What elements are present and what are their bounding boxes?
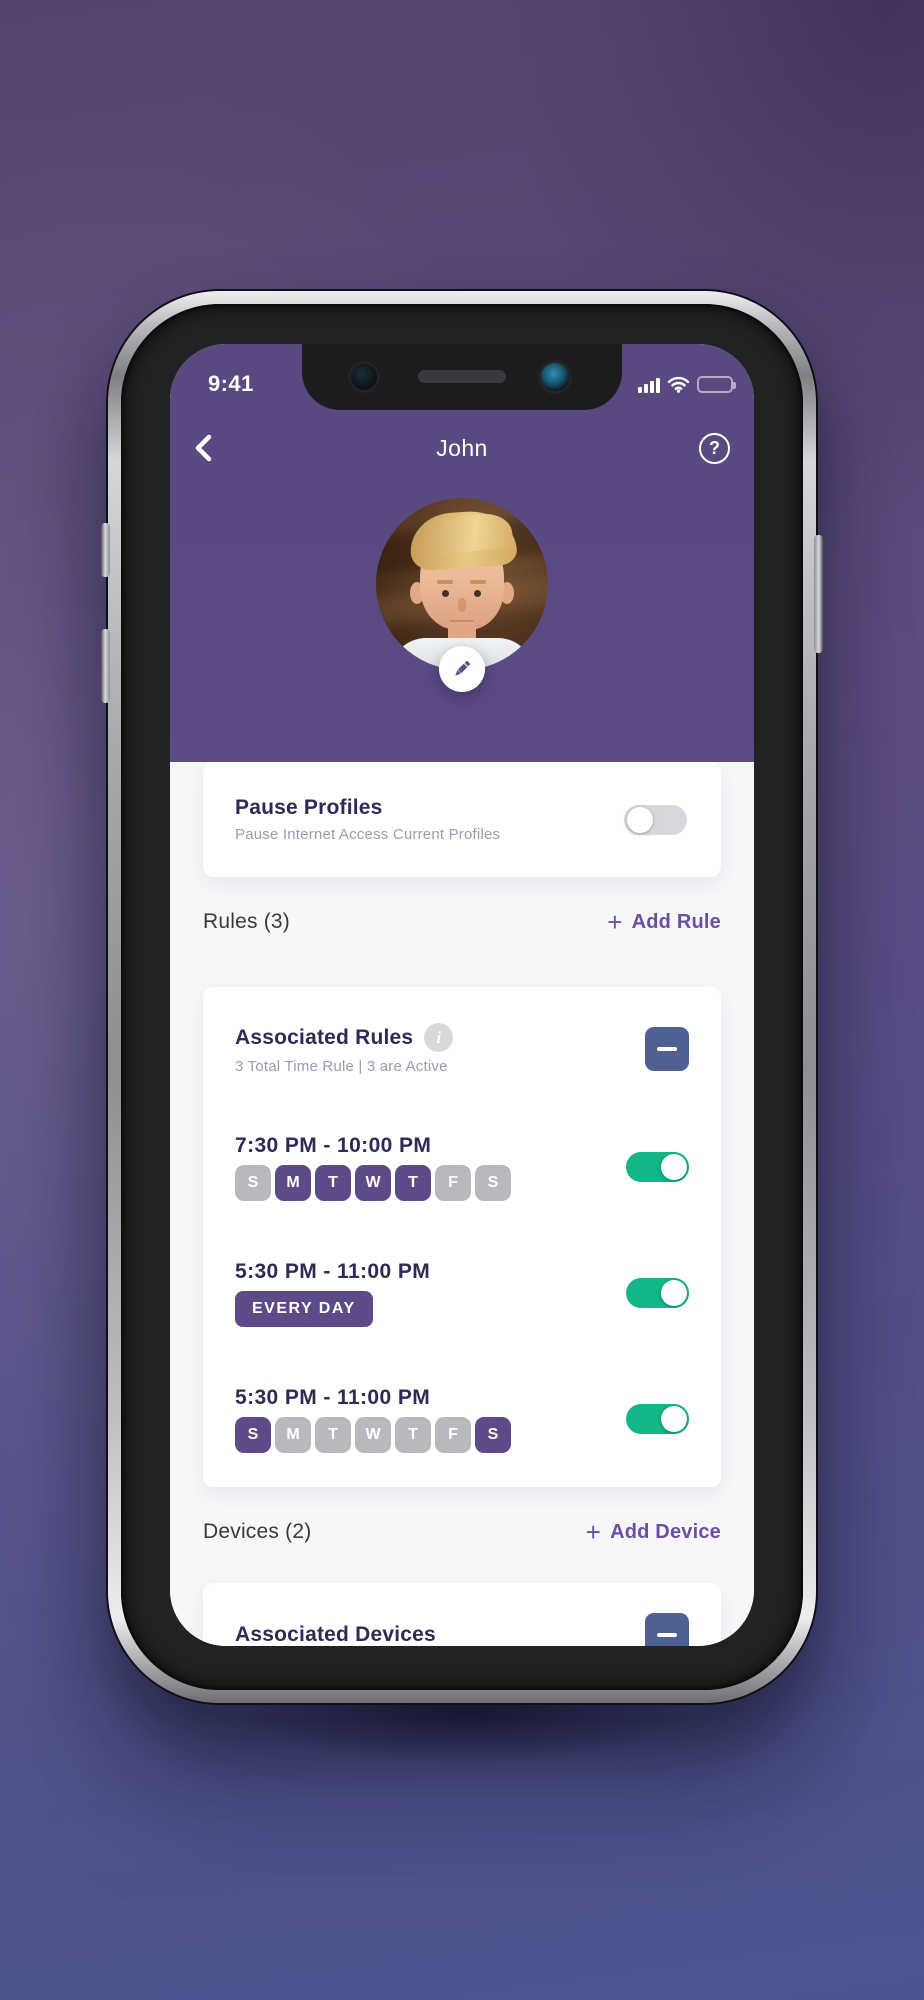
- plus-icon: +: [607, 907, 623, 937]
- toggle-knob: [660, 1406, 687, 1432]
- collapse-rules-button[interactable]: [645, 1027, 689, 1071]
- app-screen: 9:41: [170, 344, 754, 1646]
- status-bar: 9:41: [170, 344, 754, 412]
- pause-profiles-subtitle: Pause Internet Access Current Profiles: [235, 826, 501, 843]
- avatar-photo: [376, 498, 548, 670]
- chevron-left-icon: [195, 434, 212, 462]
- associated-devices-title: Associated Devices: [235, 1623, 436, 1646]
- devices-section-title: Devices (2): [203, 1520, 312, 1543]
- navigation-bar: John ?: [170, 412, 754, 484]
- rule-info: 7:30 PM - 10:00 PM S M T W T F S: [235, 1133, 511, 1201]
- front-camera-icon: [351, 364, 377, 390]
- scroll-content: Pause Profiles Pause Internet Access Cur…: [170, 762, 754, 1646]
- phone-frame: 9:41: [101, 291, 823, 1703]
- rule-days: EVERY DAY: [235, 1291, 430, 1327]
- rule-time: 7:30 PM - 10:00 PM: [235, 1134, 432, 1157]
- associated-devices-card: Associated Devices: [203, 1583, 721, 1646]
- rule-time: 5:30 PM - 11:00 PM: [235, 1260, 431, 1283]
- rules-list: 7:30 PM - 10:00 PM S M T W T F S 5:30 PM - 11:00…: [235, 1133, 689, 1453]
- associated-devices-header: Associated Devices: [235, 1613, 689, 1646]
- pencil-icon: [455, 661, 470, 676]
- rule-info: 5:30 PM - 11:00 PM EVERY DAY: [235, 1259, 430, 1327]
- help-button[interactable]: ?: [686, 432, 730, 464]
- back-button[interactable]: [194, 434, 238, 462]
- rule-row: 5:30 PM - 11:00 PM EVERY DAY: [235, 1259, 689, 1327]
- day-pill: W: [355, 1165, 391, 1201]
- plus-icon: +: [585, 1517, 602, 1547]
- profile-avatar-block: [374, 498, 550, 692]
- every-day-badge: EVERY DAY: [235, 1291, 373, 1327]
- day-pill: S: [235, 1165, 271, 1201]
- day-pill: S: [475, 1417, 511, 1453]
- volume-down-button: [101, 629, 110, 703]
- day-pill: F: [435, 1165, 471, 1201]
- wifi-icon: [667, 376, 690, 393]
- day-pill: T: [395, 1417, 431, 1453]
- associated-rules-title: Associated Rules: [235, 1025, 414, 1049]
- rule-row: 5:30 PM - 11:00 PM S M T W T F S: [235, 1385, 689, 1453]
- rules-section-title: Rules (3): [203, 910, 290, 933]
- cellular-signal-icon: [638, 377, 660, 393]
- add-device-label: Add Device: [610, 1520, 721, 1543]
- app-purple-header: 9:41: [170, 344, 754, 820]
- earpiece-speaker: [418, 370, 506, 383]
- day-pill: M: [275, 1417, 311, 1453]
- collapse-devices-button[interactable]: [645, 1613, 689, 1646]
- ir-camera-icon: [541, 363, 569, 391]
- minus-icon: [657, 1047, 677, 1051]
- info-icon[interactable]: i: [424, 1023, 454, 1052]
- volume-up-button: [101, 523, 110, 577]
- edit-avatar-button[interactable]: [439, 646, 485, 692]
- rule-toggle[interactable]: [626, 1152, 689, 1182]
- add-device-button[interactable]: + Add Device: [585, 1517, 721, 1547]
- day-pill: W: [355, 1417, 391, 1453]
- add-rule-label: Add Rule: [631, 910, 721, 933]
- rule-row: 7:30 PM - 10:00 PM S M T W T F S: [235, 1133, 689, 1201]
- rules-section-row: Rules (3) + Add Rule: [203, 907, 721, 937]
- rules-summary: 3 Total Time Rule | 3 are Active: [235, 1058, 448, 1075]
- help-icon: ?: [699, 432, 730, 464]
- status-icons: [638, 375, 736, 393]
- day-pill: F: [435, 1417, 471, 1453]
- pause-profiles-card: Pause Profiles Pause Internet Access Cur…: [203, 762, 721, 877]
- minus-icon: [657, 1633, 677, 1637]
- phone-notch: [302, 344, 622, 410]
- day-pill: S: [475, 1165, 511, 1201]
- associated-rules-header: Associated Rules i 3 Total Time Rule | 3…: [235, 1023, 689, 1075]
- power-button: [814, 535, 823, 653]
- rule-toggle[interactable]: [626, 1278, 689, 1308]
- toggle-knob: [660, 1154, 687, 1180]
- day-pill: T: [315, 1417, 351, 1453]
- add-rule-button[interactable]: + Add Rule: [607, 907, 721, 937]
- rule-info: 5:30 PM - 11:00 PM S M T W T F S: [235, 1385, 511, 1453]
- pause-profiles-title: Pause Profiles: [235, 796, 383, 819]
- associated-rules-card: Associated Rules i 3 Total Time Rule | 3…: [203, 987, 721, 1487]
- status-time: 9:41: [208, 371, 254, 396]
- rule-time: 5:30 PM - 11:00 PM: [235, 1386, 431, 1409]
- toggle-knob: [660, 1280, 687, 1306]
- day-pill: T: [315, 1165, 351, 1201]
- pause-profiles-toggle[interactable]: [624, 804, 687, 835]
- page-title: John: [436, 434, 488, 461]
- day-pill: S: [235, 1417, 271, 1453]
- rule-toggle[interactable]: [626, 1404, 689, 1434]
- day-pill: T: [395, 1165, 431, 1201]
- day-pill: M: [275, 1165, 311, 1201]
- battery-icon: [697, 375, 736, 393]
- devices-section-row: Devices (2) + Add Device: [203, 1517, 721, 1547]
